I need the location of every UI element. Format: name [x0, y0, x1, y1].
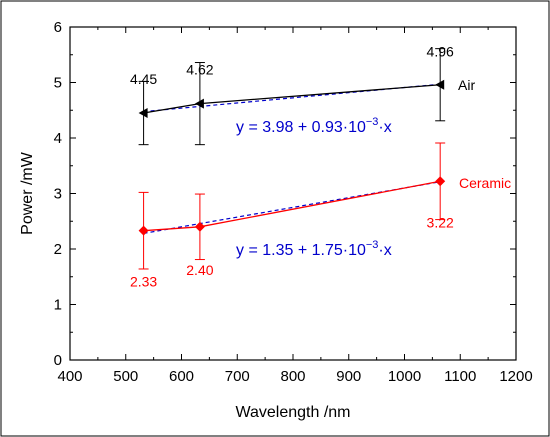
data-label: 2.33: [130, 274, 157, 290]
x-tick-label: 1000: [388, 368, 421, 385]
y-tick-label: 6: [54, 19, 62, 36]
y-tick-label: 4: [54, 130, 62, 147]
x-tick-label: 400: [57, 368, 82, 385]
series-name-label: Air: [458, 77, 475, 93]
x-tick-label: 500: [113, 368, 138, 385]
data-point-marker: [138, 225, 149, 236]
data-label: 4.62: [186, 62, 213, 78]
data-point-marker: [138, 108, 148, 119]
data-point-marker: [194, 221, 205, 232]
fit-line: [143, 181, 441, 234]
fit-equation-exponent: −3: [366, 116, 379, 128]
y-tick-label: 1: [54, 297, 62, 314]
x-tick-label: 800: [280, 368, 305, 385]
x-tick-label: 900: [336, 368, 361, 385]
y-tick-label: 0: [54, 352, 62, 369]
x-axis-title: Wavelength /nm: [235, 404, 350, 421]
y-tick-label: 2: [54, 241, 62, 258]
data-label: 4.45: [130, 71, 157, 87]
fit-equation: y = 1.35 + 1.75·10−3·x: [236, 239, 392, 259]
fit-equation-suffix: ·x: [378, 242, 391, 259]
data-label: 4.96: [427, 44, 454, 60]
y-tick-label: 3: [54, 186, 62, 203]
x-tick-label: 1100: [444, 368, 476, 385]
data-point-marker: [435, 79, 445, 90]
fit-equation-suffix: ·x: [378, 119, 391, 136]
series-name-label: Ceramic: [459, 175, 511, 191]
y-axis-title: Power /mW: [19, 151, 36, 235]
x-tick-label: 1200: [499, 368, 532, 385]
fit-equation-exponent: −3: [366, 239, 379, 251]
data-label: 2.40: [186, 262, 213, 278]
x-tick-label: 600: [169, 368, 194, 385]
fit-equation-prefix: y = 1.35 + 1.75·10: [236, 242, 366, 259]
plot-layer: 400 500 600 700 800 900 1000 1100 1200 0 1 2 3 4 5 6 4.4…: [54, 19, 533, 385]
data-label: 3.22: [427, 214, 454, 230]
fit-equation: y = 3.98 + 0.93·10−3·x: [236, 116, 392, 136]
x-tick-label: 700: [225, 368, 250, 385]
fit-equation-prefix: y = 3.98 + 0.93·10: [236, 119, 366, 136]
y-tick-label: 5: [54, 75, 62, 92]
data-point-marker: [435, 176, 446, 187]
data-point-marker: [194, 98, 204, 109]
